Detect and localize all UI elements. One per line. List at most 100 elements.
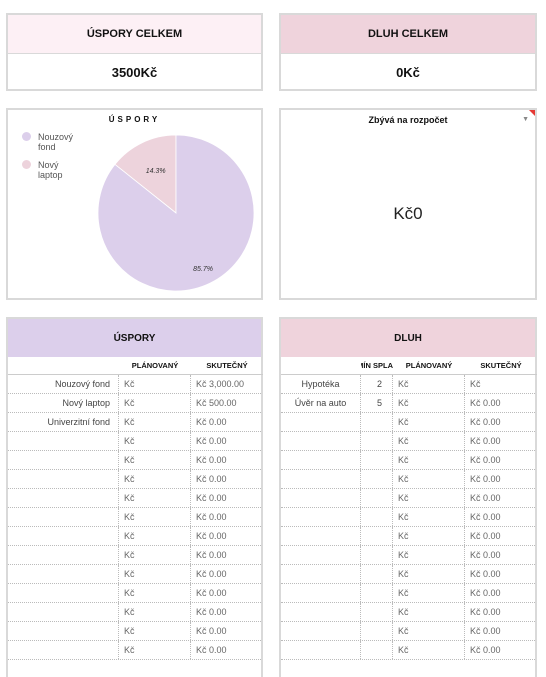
table-row[interactable]: Kč Kč 0.00 (281, 451, 535, 470)
planned-cell[interactable]: Kč (119, 508, 191, 526)
actual-cell[interactable]: Kč 0.00 (191, 641, 263, 659)
debt-item-name[interactable] (281, 565, 361, 583)
table-row[interactable]: Kč Kč 0.00 (8, 432, 261, 451)
term-cell[interactable] (361, 527, 393, 545)
planned-cell[interactable]: Kč (119, 470, 191, 488)
debt-item-name[interactable]: Hypotéka (281, 375, 361, 393)
table-row[interactable]: Kč Kč 0.00 (281, 603, 535, 622)
table-row[interactable]: Nouzový fond Kč Kč 3,000.00 (8, 375, 261, 394)
actual-cell[interactable]: Kč 0.00 (191, 565, 263, 583)
savings-item-name[interactable] (8, 641, 119, 659)
savings-item-name[interactable] (8, 508, 119, 526)
debt-item-name[interactable] (281, 413, 361, 431)
actual-cell[interactable]: Kč 3,000.00 (191, 375, 263, 393)
savings-item-name[interactable] (8, 603, 119, 621)
planned-cell[interactable]: Kč (393, 584, 465, 602)
savings-item-name[interactable] (8, 432, 119, 450)
table-row[interactable]: Kč Kč 0.00 (281, 546, 535, 565)
table-row[interactable]: Kč Kč 0.00 (8, 641, 261, 660)
table-row[interactable]: Kč Kč 0.00 (8, 508, 261, 527)
debt-item-name[interactable] (281, 603, 361, 621)
planned-cell[interactable]: Kč (393, 451, 465, 469)
debt-item-name[interactable] (281, 527, 361, 545)
actual-cell[interactable]: Kč 0.00 (191, 603, 263, 621)
planned-cell[interactable]: Kč (393, 375, 465, 393)
planned-cell[interactable]: Kč (393, 432, 465, 450)
table-row[interactable]: Kč Kč 0.00 (8, 565, 261, 584)
term-cell[interactable] (361, 413, 393, 431)
planned-cell[interactable]: Kč (119, 584, 191, 602)
actual-cell[interactable]: Kč 0.00 (191, 584, 263, 602)
planned-cell[interactable]: Kč (393, 565, 465, 583)
debt-item-name[interactable] (281, 451, 361, 469)
debt-item-name[interactable] (281, 470, 361, 488)
planned-cell[interactable]: Kč (393, 470, 465, 488)
term-cell[interactable] (361, 470, 393, 488)
planned-cell[interactable]: Kč (119, 603, 191, 621)
table-row[interactable]: Kč Kč 0.00 (281, 489, 535, 508)
actual-cell[interactable]: Kč 0.00 (191, 489, 263, 507)
term-cell[interactable] (361, 451, 393, 469)
savings-item-name[interactable] (8, 584, 119, 602)
planned-cell[interactable]: Kč (393, 508, 465, 526)
planned-cell[interactable]: Kč (119, 375, 191, 393)
term-cell[interactable] (361, 622, 393, 640)
debt-item-name[interactable]: Úvěr na auto (281, 394, 361, 412)
table-row[interactable]: Kč Kč 0.00 (8, 603, 261, 622)
table-row[interactable]: Kč Kč 0.00 (281, 413, 535, 432)
table-row[interactable]: Kč Kč 0.00 (8, 527, 261, 546)
table-row[interactable]: Úvěr na auto 5 Kč Kč 0.00 (281, 394, 535, 413)
debt-item-name[interactable] (281, 584, 361, 602)
actual-cell[interactable]: Kč (465, 375, 537, 393)
term-cell[interactable]: 5 (361, 394, 393, 412)
savings-item-name[interactable]: Univerzitní fond (8, 413, 119, 431)
term-cell[interactable]: 2 (361, 375, 393, 393)
planned-cell[interactable]: Kč (393, 622, 465, 640)
planned-cell[interactable]: Kč (119, 413, 191, 431)
debt-item-name[interactable] (281, 489, 361, 507)
term-cell[interactable] (361, 432, 393, 450)
table-row[interactable]: Kč Kč 0.00 (8, 489, 261, 508)
actual-cell[interactable]: Kč 0.00 (465, 432, 537, 450)
actual-cell[interactable]: Kč 0.00 (465, 565, 537, 583)
table-row[interactable]: Kč Kč 0.00 (281, 527, 535, 546)
pie-slice-1[interactable] (114, 134, 177, 214)
savings-item-name[interactable] (8, 622, 119, 640)
actual-cell[interactable]: Kč 0.00 (191, 432, 263, 450)
planned-cell[interactable]: Kč (393, 413, 465, 431)
planned-cell[interactable]: Kč (119, 489, 191, 507)
actual-cell[interactable]: Kč 0.00 (191, 622, 263, 640)
planned-cell[interactable]: Kč (393, 546, 465, 564)
savings-item-name[interactable] (8, 470, 119, 488)
actual-cell[interactable]: Kč 0.00 (465, 413, 537, 431)
table-row[interactable]: Kč Kč 0.00 (281, 432, 535, 451)
actual-cell[interactable]: Kč 0.00 (191, 546, 263, 564)
actual-cell[interactable]: Kč 0.00 (465, 603, 537, 621)
savings-item-name[interactable] (8, 546, 119, 564)
term-cell[interactable] (361, 565, 393, 583)
planned-cell[interactable]: Kč (119, 546, 191, 564)
actual-cell[interactable]: Kč 0.00 (191, 470, 263, 488)
actual-cell[interactable]: Kč 0.00 (465, 489, 537, 507)
debt-item-name[interactable] (281, 641, 361, 659)
planned-cell[interactable]: Kč (119, 622, 191, 640)
term-cell[interactable] (361, 584, 393, 602)
table-row[interactable]: Nový laptop Kč Kč 500.00 (8, 394, 261, 413)
table-row[interactable]: Univerzitní fond Kč Kč 0.00 (8, 413, 261, 432)
table-row[interactable]: Kč Kč 0.00 (281, 622, 535, 641)
debt-item-name[interactable] (281, 622, 361, 640)
term-cell[interactable] (361, 546, 393, 564)
debt-item-name[interactable] (281, 508, 361, 526)
planned-cell[interactable]: Kč (393, 527, 465, 545)
savings-item-name[interactable]: Nouzový fond (8, 375, 119, 393)
comment-marker[interactable] (529, 110, 535, 116)
planned-cell[interactable]: Kč (393, 641, 465, 659)
remaining-budget-card[interactable]: Zbývá na rozpočet ▼ Kč0 (279, 108, 537, 300)
table-row[interactable]: Kč Kč 0.00 (281, 470, 535, 489)
table-row[interactable]: Kč Kč 0.00 (8, 546, 261, 565)
planned-cell[interactable]: Kč (119, 451, 191, 469)
actual-cell[interactable]: Kč 0.00 (191, 413, 263, 431)
term-cell[interactable] (361, 641, 393, 659)
planned-cell[interactable]: Kč (393, 394, 465, 412)
table-row[interactable]: Kč Kč 0.00 (281, 641, 535, 660)
